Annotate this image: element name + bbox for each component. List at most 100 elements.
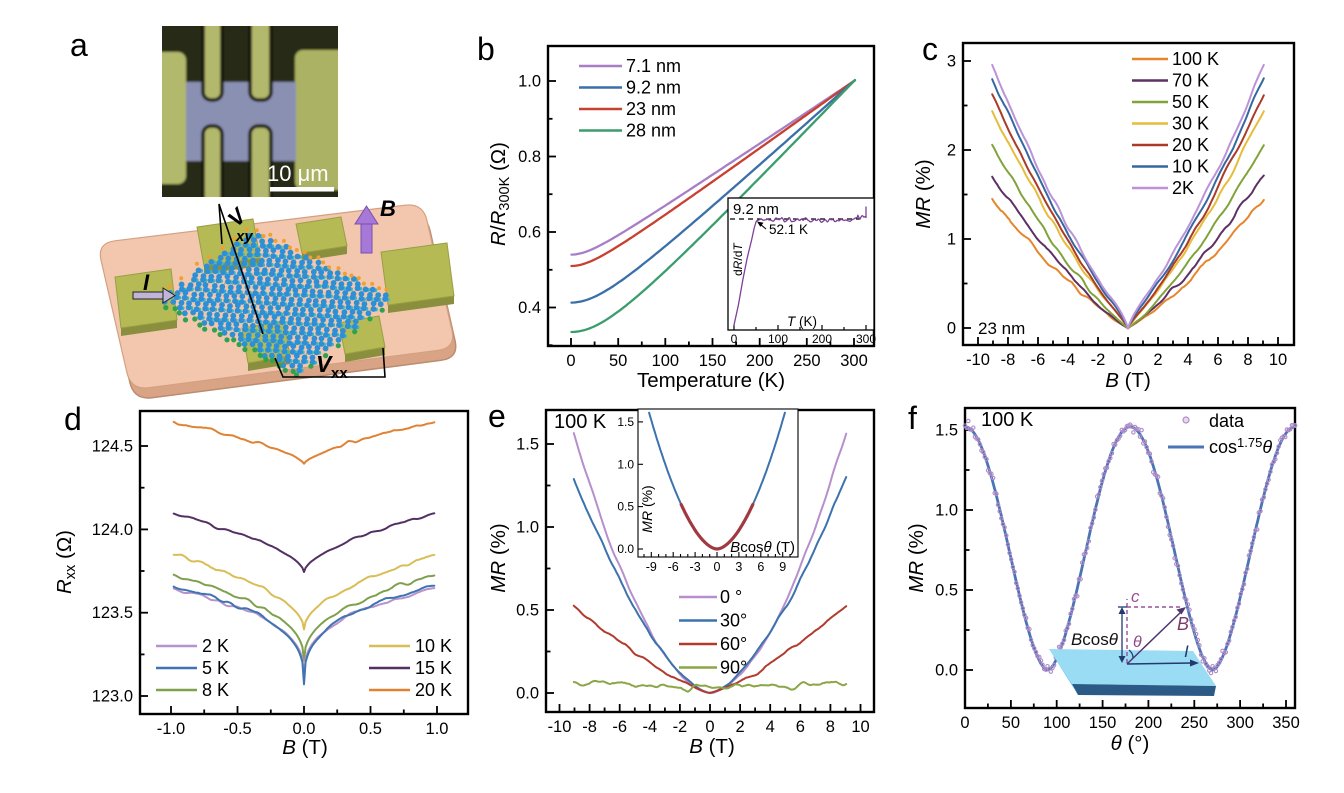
svg-text:0.0: 0.0 — [516, 685, 539, 703]
svg-text:MR (%): MR (%) — [639, 485, 655, 532]
svg-text:9.2 nm: 9.2 nm — [733, 201, 779, 218]
svg-text:250: 250 — [793, 352, 821, 370]
svg-text:90°: 90° — [720, 658, 747, 678]
svg-text:8 K: 8 K — [202, 680, 229, 700]
svg-text:350: 350 — [1272, 714, 1300, 732]
svg-text:-3: -3 — [690, 560, 701, 574]
svg-text:cos1.75θ: cos1.75θ — [1209, 435, 1272, 457]
svg-text:0 °: 0 ° — [720, 587, 742, 607]
svg-text:1.0: 1.0 — [426, 720, 449, 738]
svg-text:d: d — [64, 401, 82, 437]
svg-text:1.0: 1.0 — [935, 502, 958, 520]
svg-text:50: 50 — [609, 352, 627, 370]
svg-text:-8: -8 — [582, 718, 597, 736]
svg-text:I: I — [1184, 642, 1189, 661]
svg-text:xy: xy — [235, 228, 253, 245]
svg-text:b: b — [477, 31, 495, 67]
svg-text:100: 100 — [652, 352, 680, 370]
svg-text:250: 250 — [1181, 714, 1209, 732]
svg-text:B (T): B (T) — [689, 735, 735, 758]
svg-text:28 nm: 28 nm — [626, 121, 676, 141]
svg-text:300: 300 — [1226, 714, 1254, 732]
svg-text:0.0: 0.0 — [617, 542, 634, 556]
svg-text:150: 150 — [699, 352, 727, 370]
svg-text:0: 0 — [947, 320, 956, 338]
svg-text:10: 10 — [851, 718, 869, 736]
svg-text:-8: -8 — [1001, 351, 1016, 369]
svg-text:20 K: 20 K — [1172, 135, 1209, 155]
svg-text:23 nm: 23 nm — [978, 319, 1025, 338]
svg-text:0.5: 0.5 — [359, 720, 382, 738]
svg-text:0: 0 — [705, 718, 714, 736]
svg-text:1.0: 1.0 — [516, 519, 539, 537]
svg-text:20 K: 20 K — [415, 680, 452, 700]
svg-text:0.6: 0.6 — [518, 224, 541, 242]
svg-text:-6: -6 — [668, 560, 679, 574]
svg-text:10: 10 — [1269, 351, 1287, 369]
svg-text:c: c — [1131, 587, 1140, 606]
svg-text:f: f — [908, 400, 917, 436]
svg-text:-0.5: -0.5 — [223, 720, 251, 738]
svg-text:4: 4 — [1183, 351, 1192, 369]
svg-text:Rxx (Ω): Rxx (Ω) — [53, 530, 79, 594]
svg-text:0.5: 0.5 — [516, 602, 539, 620]
svg-text:I: I — [143, 270, 150, 295]
svg-text:MR (%): MR (%) — [905, 523, 928, 592]
svg-text:1.5: 1.5 — [516, 436, 539, 454]
svg-text:5 K: 5 K — [202, 658, 229, 678]
svg-text:T (K): T (K) — [787, 314, 817, 329]
svg-text:c: c — [922, 31, 938, 67]
svg-text:1.5: 1.5 — [935, 422, 958, 440]
svg-text:6: 6 — [1213, 351, 1222, 369]
svg-text:1.0: 1.0 — [518, 73, 541, 91]
svg-text:23 nm: 23 nm — [626, 99, 676, 119]
svg-text:B: B — [380, 196, 396, 221]
svg-text:-2: -2 — [673, 718, 688, 736]
svg-text:-4: -4 — [642, 718, 657, 736]
svg-text:θ: θ — [1133, 634, 1142, 651]
svg-text:50 K: 50 K — [1172, 92, 1209, 112]
svg-text:8: 8 — [1243, 351, 1252, 369]
svg-text:-10: -10 — [548, 718, 572, 736]
svg-text:Temperature (K): Temperature (K) — [637, 369, 785, 392]
svg-text:-4: -4 — [1061, 351, 1076, 369]
svg-text:0.0: 0.0 — [935, 662, 958, 680]
svg-text:15 K: 15 K — [415, 658, 452, 678]
svg-text:3: 3 — [947, 53, 956, 71]
svg-text:124.5: 124.5 — [92, 438, 133, 456]
svg-text:124.0: 124.0 — [92, 521, 133, 539]
svg-text:1.5: 1.5 — [617, 415, 634, 429]
svg-text:100 K: 100 K — [554, 411, 607, 433]
svg-text:1: 1 — [947, 231, 956, 249]
svg-text:123.5: 123.5 — [92, 604, 133, 622]
svg-text:0.5: 0.5 — [617, 500, 634, 514]
svg-text:-6: -6 — [1031, 351, 1046, 369]
svg-text:θ (°): θ (°) — [1111, 732, 1150, 755]
svg-text:-2: -2 — [1091, 351, 1106, 369]
svg-text:8: 8 — [826, 718, 835, 736]
svg-text:30 K: 30 K — [1172, 114, 1209, 134]
svg-text:e: e — [488, 398, 506, 434]
svg-text:2: 2 — [947, 142, 956, 160]
svg-text:10 K: 10 K — [1172, 157, 1209, 177]
svg-text:0: 0 — [960, 714, 969, 732]
svg-text:50: 50 — [1002, 714, 1020, 732]
svg-text:10 μm: 10 μm — [267, 161, 329, 186]
svg-text:data: data — [1209, 411, 1245, 431]
svg-text:6: 6 — [757, 560, 764, 574]
svg-text:123.0: 123.0 — [92, 688, 133, 706]
svg-text:1.0: 1.0 — [617, 457, 634, 471]
svg-text:-1.0: -1.0 — [157, 720, 185, 738]
svg-text:0.0: 0.0 — [293, 720, 316, 738]
svg-text:70 K: 70 K — [1172, 71, 1209, 91]
svg-text:B (T): B (T) — [1105, 369, 1151, 392]
svg-text:3: 3 — [735, 560, 742, 574]
svg-text:52.1 K: 52.1 K — [769, 222, 808, 237]
svg-text:150: 150 — [1089, 714, 1117, 732]
svg-text:100: 100 — [768, 332, 788, 346]
svg-text:6: 6 — [796, 718, 805, 736]
svg-text:Bcosθ (T): Bcosθ (T) — [730, 539, 795, 556]
svg-text:200: 200 — [746, 352, 774, 370]
svg-text:2 K: 2 K — [202, 636, 229, 656]
svg-text:7.1 nm: 7.1 nm — [626, 56, 681, 76]
